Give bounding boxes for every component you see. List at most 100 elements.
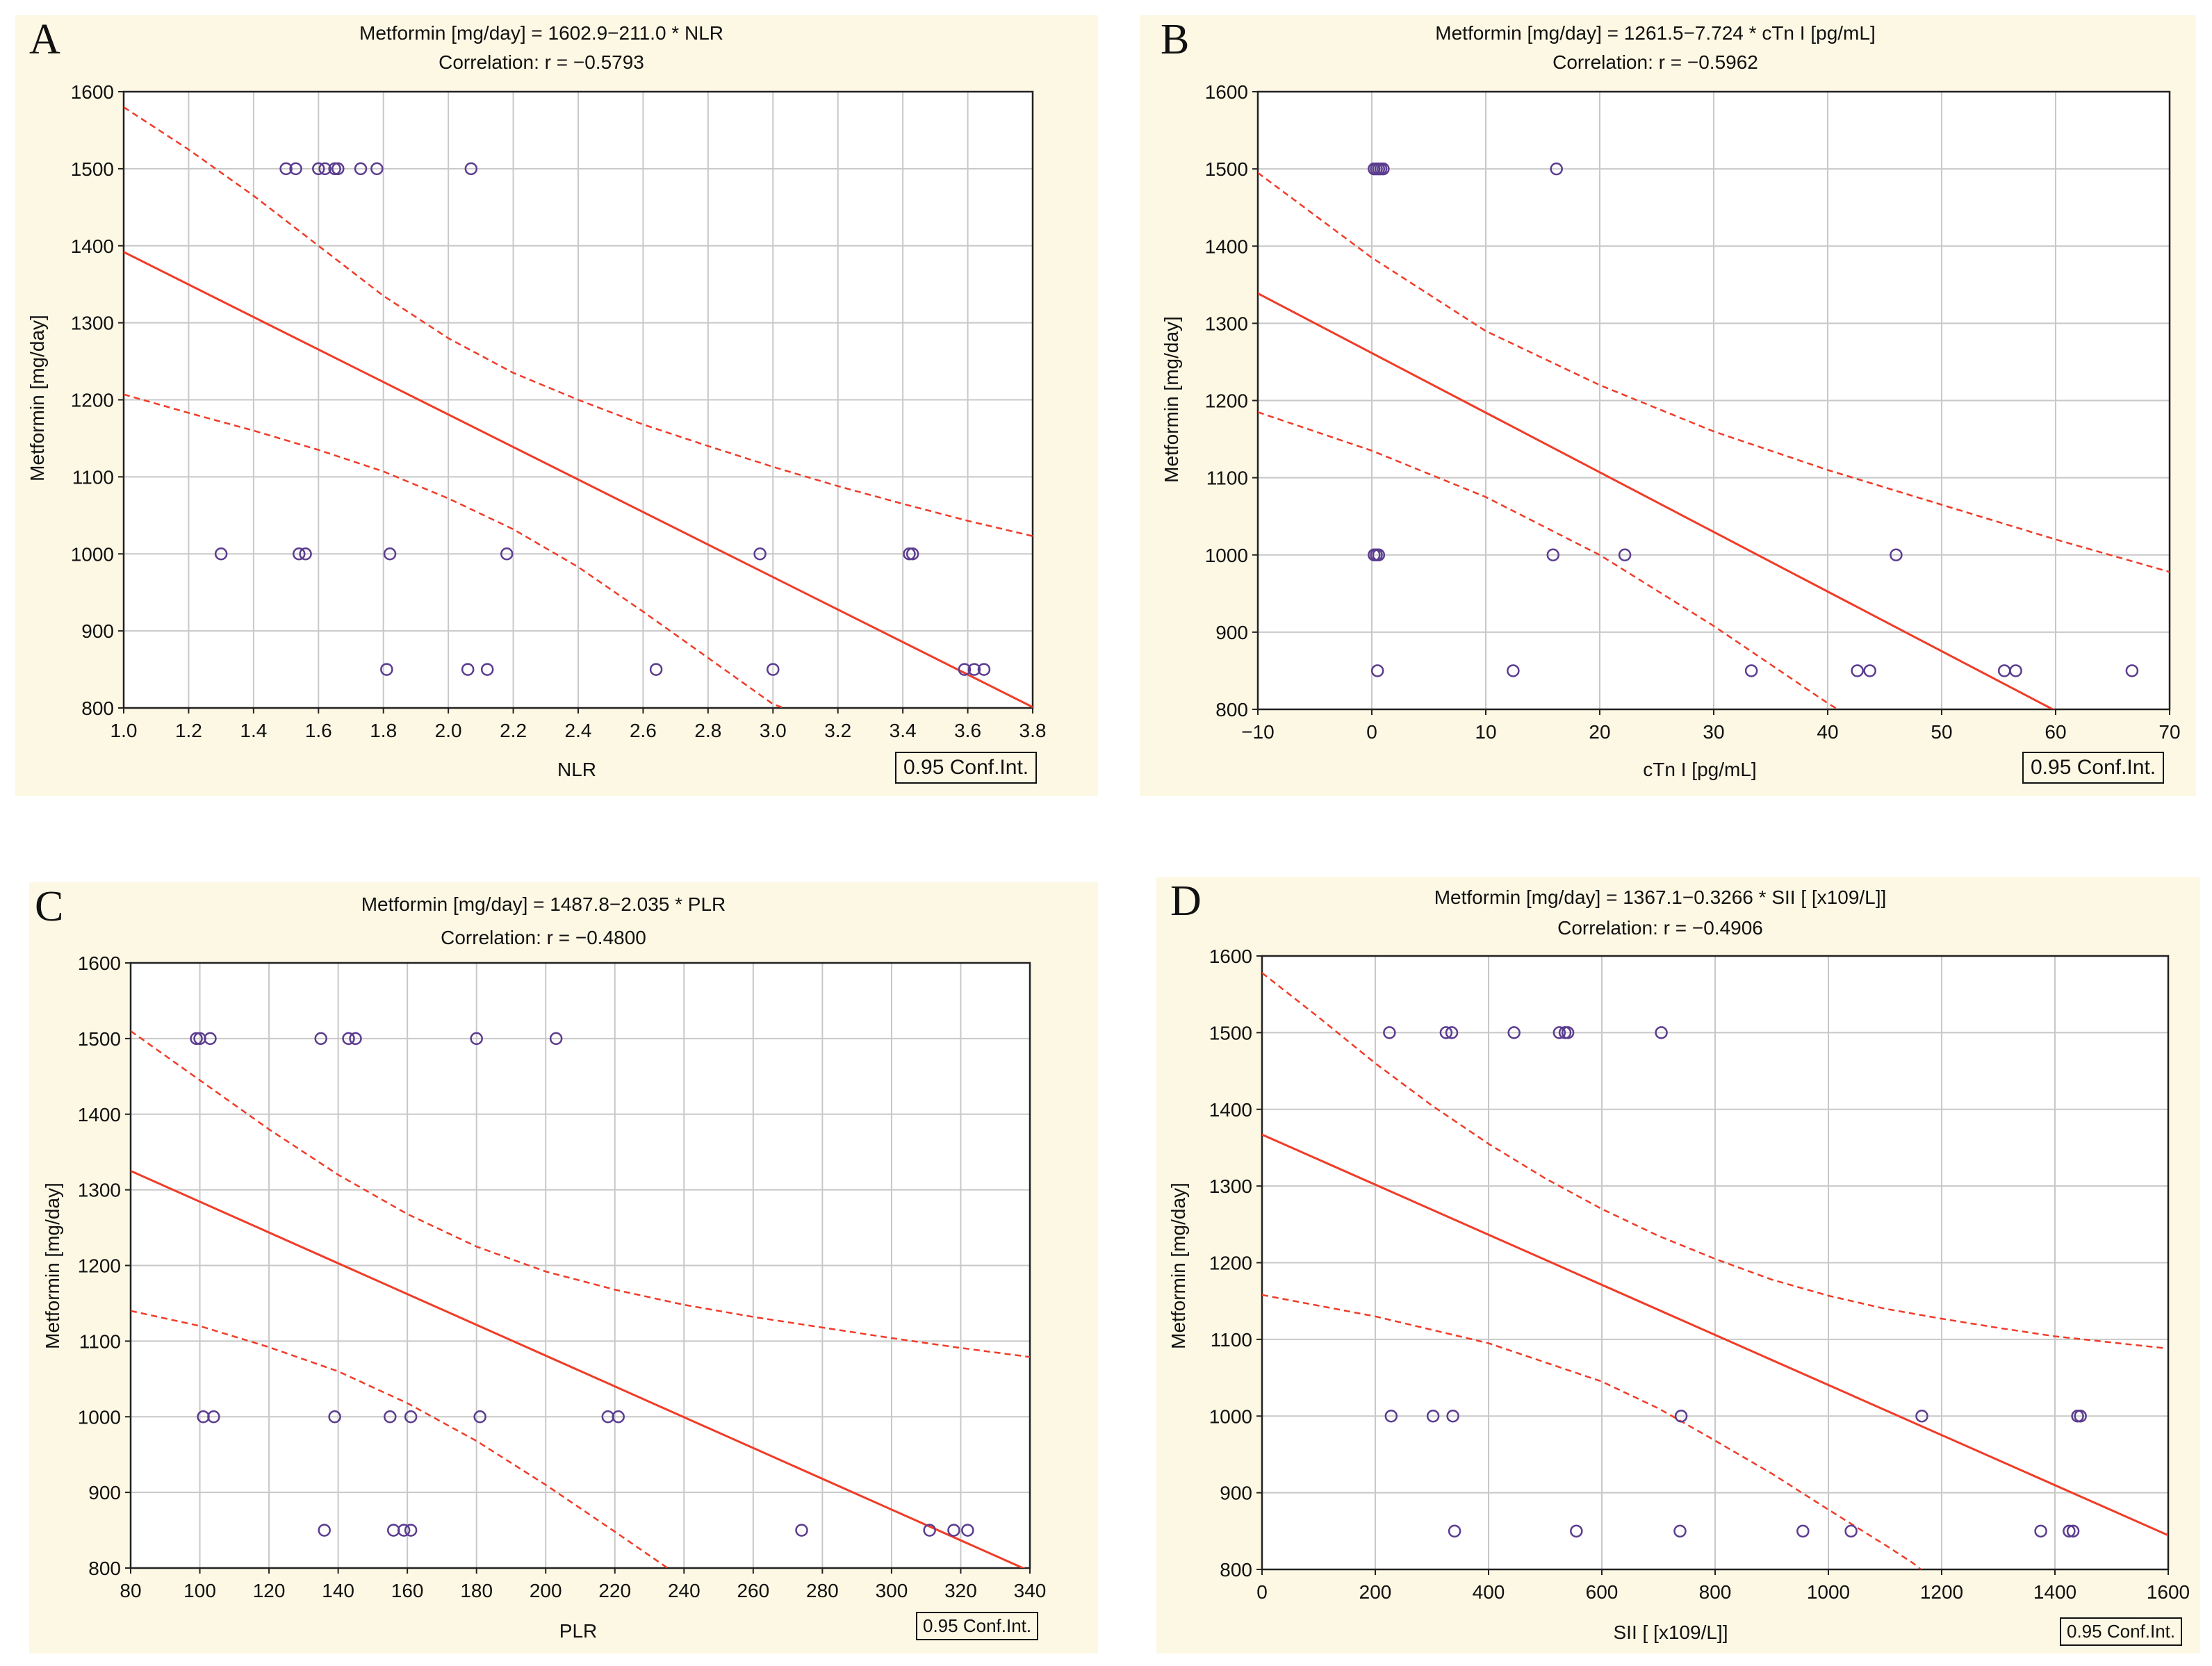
y-tick-label: 1200 [1209,1253,1252,1274]
y-tick-label: 900 [81,620,114,642]
x-tick-label: 400 [1473,1581,1505,1603]
ci-lower-band [1258,411,1840,709]
data-point [204,1032,217,1046]
panel-a: A Metformin [mg/day] = 1602.9−211.0 * NL… [15,15,1098,796]
x-axis-label: NLR [557,759,597,780]
scatter-plot-d: 0 200 400 600 800 1000 1200 1400 1600 800 900 1000 1… [1209,946,2190,1603]
data-point [1446,1410,1459,1423]
x-tick-label: 3.4 [890,720,917,741]
y-tick-label: 800 [88,1558,121,1579]
x-tick-label: 3.0 [760,720,787,741]
data-point [1553,1026,1566,1039]
y-tick-label: 800 [1220,1559,1252,1581]
data-point [397,1524,411,1537]
data-point [289,162,302,176]
x-tick-label: 200 [530,1580,562,1601]
data-point [1445,1026,1459,1039]
y-axis-label: Metformin [mg/day] [1161,316,1182,483]
data-point [1370,664,1384,677]
data-point [1618,548,1632,561]
x-tick-label: 280 [806,1580,839,1601]
y-tick-label: 1100 [72,466,114,488]
plot-frame [1256,90,2171,711]
plot-frame [129,962,1031,1569]
y-tick-label: 1000 [78,1406,121,1428]
data-point [331,162,345,176]
correlation-label: Correlation: r = −0.4800 [441,927,646,948]
scatter-plot-b: −10 0 10 20 30 40 50 60 70 800 900 1000 1100 1200 1300… [1205,81,2181,743]
x-axis-label: cTn I [pg/mL] [1643,759,1757,780]
data-point [312,162,325,176]
data-point [214,547,228,561]
panel-letter-d: D [1170,877,1202,925]
x-tick-label: 220 [598,1580,631,1601]
data-point [961,1524,974,1537]
y-tick-label: 1300 [78,1180,121,1201]
data-point [354,162,368,176]
data-point [1744,664,1758,677]
x-axis-label: SII [ [x109/L]] [1613,1622,1728,1643]
y-tick-label: 1200 [71,390,114,411]
x-tick-label: 260 [737,1580,769,1601]
data-point [649,663,663,676]
x-tick-label: 60 [2045,721,2066,743]
ci-lower-band [1262,1294,1923,1569]
regression-equation: Metformin [mg/day] = 1602.9−211.0 * NLR [359,22,723,44]
data-point [2125,664,2139,677]
correlation-label: Correlation: r = −0.5962 [1553,51,1758,73]
x-tick-label: 320 [944,1580,977,1601]
data-point [958,663,972,676]
x-tick-label: 1000 [1807,1581,1850,1603]
data-point [473,1410,486,1424]
correlation-label: Correlation: r = −0.5793 [439,51,644,73]
regression-equation: Metformin [mg/day] = 1487.8−2.035 * PLR [361,893,726,915]
data-point [1546,548,1560,561]
x-tick-label: 200 [1359,1581,1392,1603]
data-point [1439,1026,1453,1039]
data-point [1851,664,1864,677]
y-tick-label: 1400 [1205,236,1248,257]
data-point [1570,1524,1583,1538]
x-tick-label: 20 [1589,721,1610,743]
data-point [767,663,780,676]
x-tick-label: 140 [322,1580,354,1601]
data-point [299,547,312,561]
x-tick-label: 1.4 [240,720,267,741]
x-tick-label: 800 [1699,1581,1732,1603]
data-point [470,1032,483,1046]
x-tick-label: 0 [1256,1581,1268,1603]
x-tick-label: 600 [1586,1581,1619,1603]
x-tick-label: 2.6 [630,720,657,741]
y-tick-label: 1600 [1205,81,1248,103]
x-tick-label: 80 [120,1580,141,1601]
y-tick-label: 1100 [1211,1329,1252,1351]
x-tick-label: 10 [1475,721,1496,743]
confidence-interval-legend: 0.95 Conf.Int. [916,1612,1039,1640]
data-point [2074,1410,2087,1423]
data-point [404,1410,418,1424]
regression-equation: Metformin [mg/day] = 1261.5−7.724 * cTn … [1435,22,1876,44]
ci-upper-band [1262,972,2168,1350]
data-point [500,547,514,561]
data-point [1673,1524,1687,1538]
data-point [1383,1026,1396,1039]
confidence-interval-legend: 0.95 Conf.Int. [2022,752,2165,784]
y-tick-label: 1000 [1209,1405,1252,1427]
data-point [967,663,981,676]
data-point [318,162,331,176]
x-tick-label: 180 [460,1580,493,1601]
scatter-plot-a: 1.0 1.2 1.4 1.6 1.8 2.0 2.2 2.4 2.6 2.8 3.0 3.2 3.4 3… [71,81,1047,741]
panel-c: C Metformin [mg/day] = 1487.8−2.035 * PL… [29,882,1098,1653]
x-tick-label: 2.8 [694,720,721,741]
data-point [380,663,393,676]
y-tick-label: 1400 [71,236,114,257]
y-tick-label: 900 [1220,1483,1252,1504]
data-point [947,1524,960,1537]
data-point [384,1410,397,1424]
x-tick-label: 1.2 [175,720,202,741]
data-point [279,162,293,176]
regression-line [124,251,1033,708]
data-point [1561,1026,1575,1039]
y-tick-label: 1600 [1209,946,1252,967]
x-tick-label: 1600 [2147,1581,2190,1603]
